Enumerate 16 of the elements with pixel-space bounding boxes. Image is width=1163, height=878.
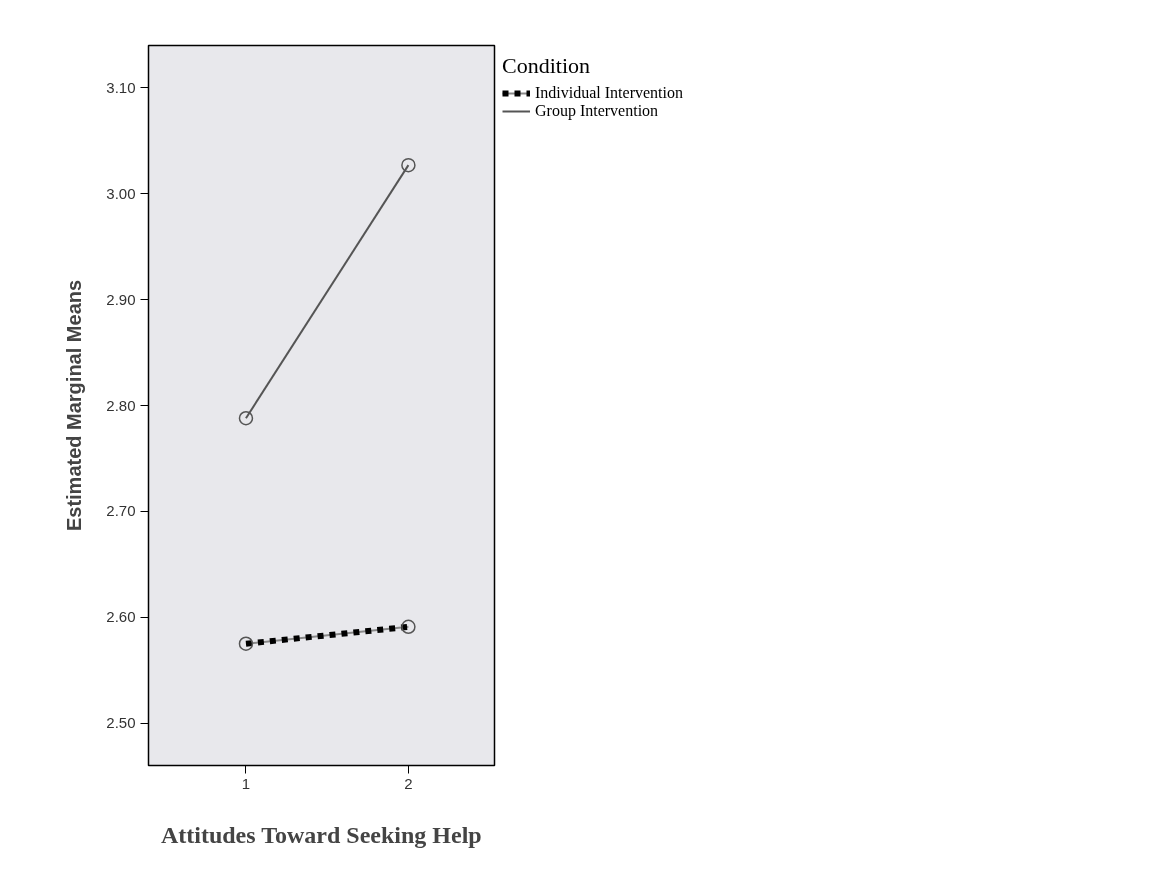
y-tick-label: 2.60 (106, 608, 136, 626)
x-axis-title: Attitudes Toward Seeking Help (160, 821, 482, 848)
point (401, 157, 416, 173)
legend-label: Group Intervention (535, 102, 659, 120)
y-axis-title: Estimated Marginal Means (63, 279, 86, 532)
y-tick-label: 2.90 (106, 290, 136, 308)
x-tick-label: 2 (404, 774, 413, 792)
legend-label: Individual Intervention (535, 84, 683, 102)
point (238, 410, 254, 426)
y-tick-label: 3.10 (106, 78, 136, 96)
y-tick-label: 3.00 (106, 184, 136, 202)
legend-title: Condition (502, 53, 591, 79)
y-tick-label: 2.80 (106, 396, 136, 414)
y-tick-label: 2.50 (106, 714, 136, 732)
x-tick-label: 1 (241, 774, 251, 792)
y-tick-label: 2.70 (106, 502, 136, 520)
